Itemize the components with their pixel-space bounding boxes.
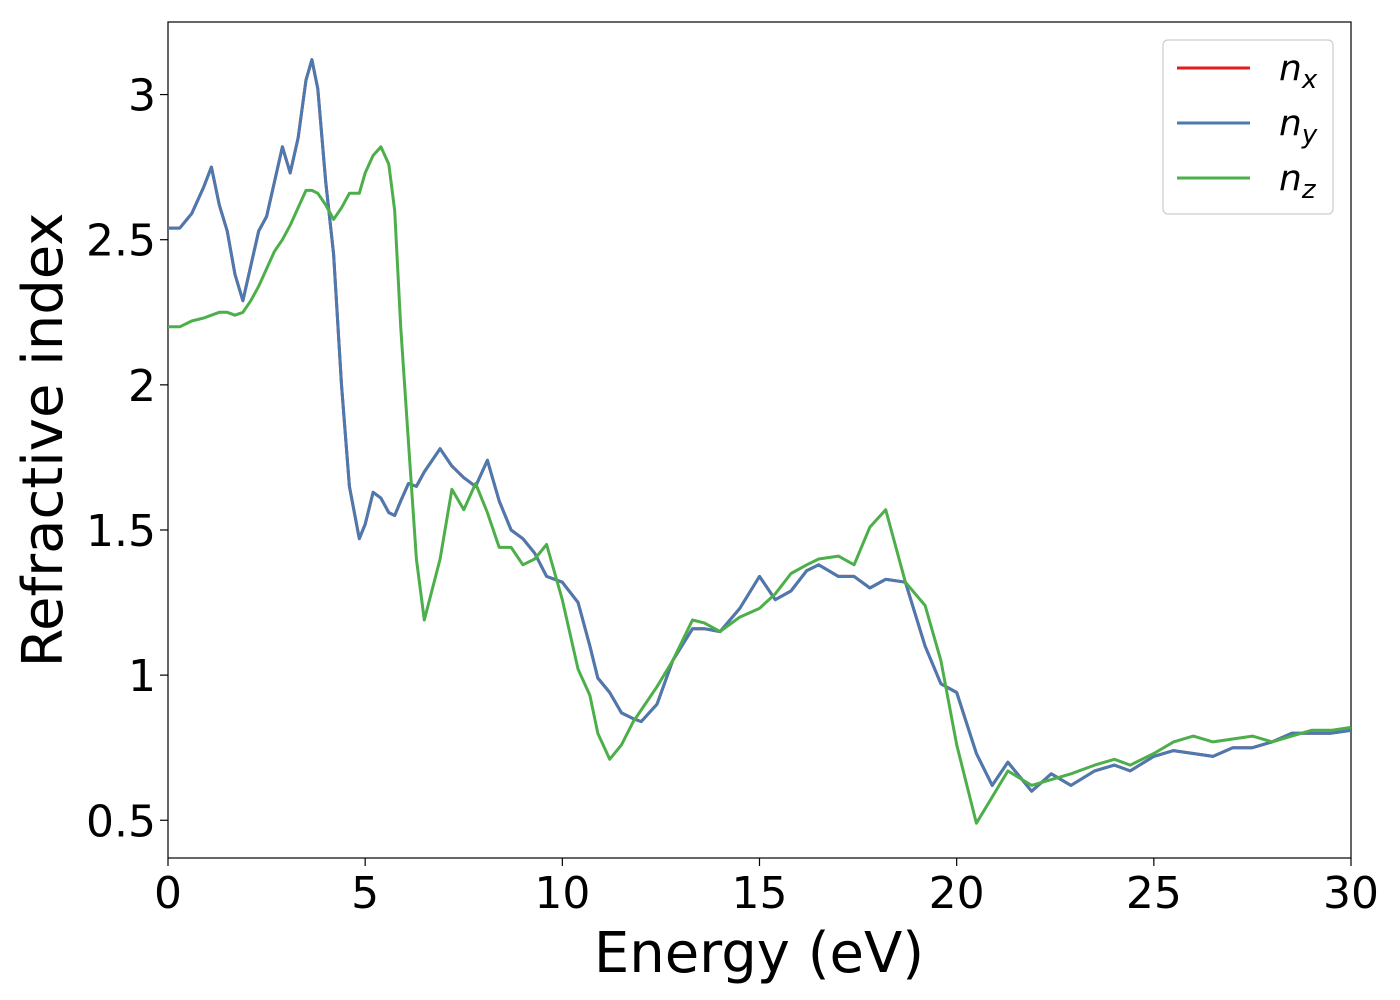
y-axis-label: Refractive index [11, 213, 76, 668]
plot-area [167, 21, 1352, 859]
x-tick-label: 0 [154, 868, 182, 919]
x-tick-label: 30 [1323, 868, 1379, 919]
legend-label: nx [1279, 48, 1318, 95]
y-tick-label: 1.5 [86, 506, 156, 557]
data-line [168, 145, 1351, 825]
x-tick-label: 10 [534, 868, 590, 919]
y-tick-label: 2.5 [86, 216, 156, 267]
x-tick-label: 20 [929, 868, 985, 919]
data-line [168, 58, 1351, 793]
legend-box [1162, 39, 1334, 215]
y-tick-label: 2 [128, 361, 156, 412]
legend-label: ny [1279, 103, 1318, 150]
x-tick-label: 15 [732, 868, 788, 919]
x-tick-label: 5 [351, 868, 379, 919]
y-tick-label: 3 [128, 71, 156, 122]
x-axis-label: Energy (eV) [594, 921, 924, 986]
legend-label: nz [1279, 158, 1317, 205]
y-tick-label: 0.5 [86, 796, 156, 847]
x-tick-label: 25 [1126, 868, 1182, 919]
y-tick-label: 1 [128, 651, 156, 702]
